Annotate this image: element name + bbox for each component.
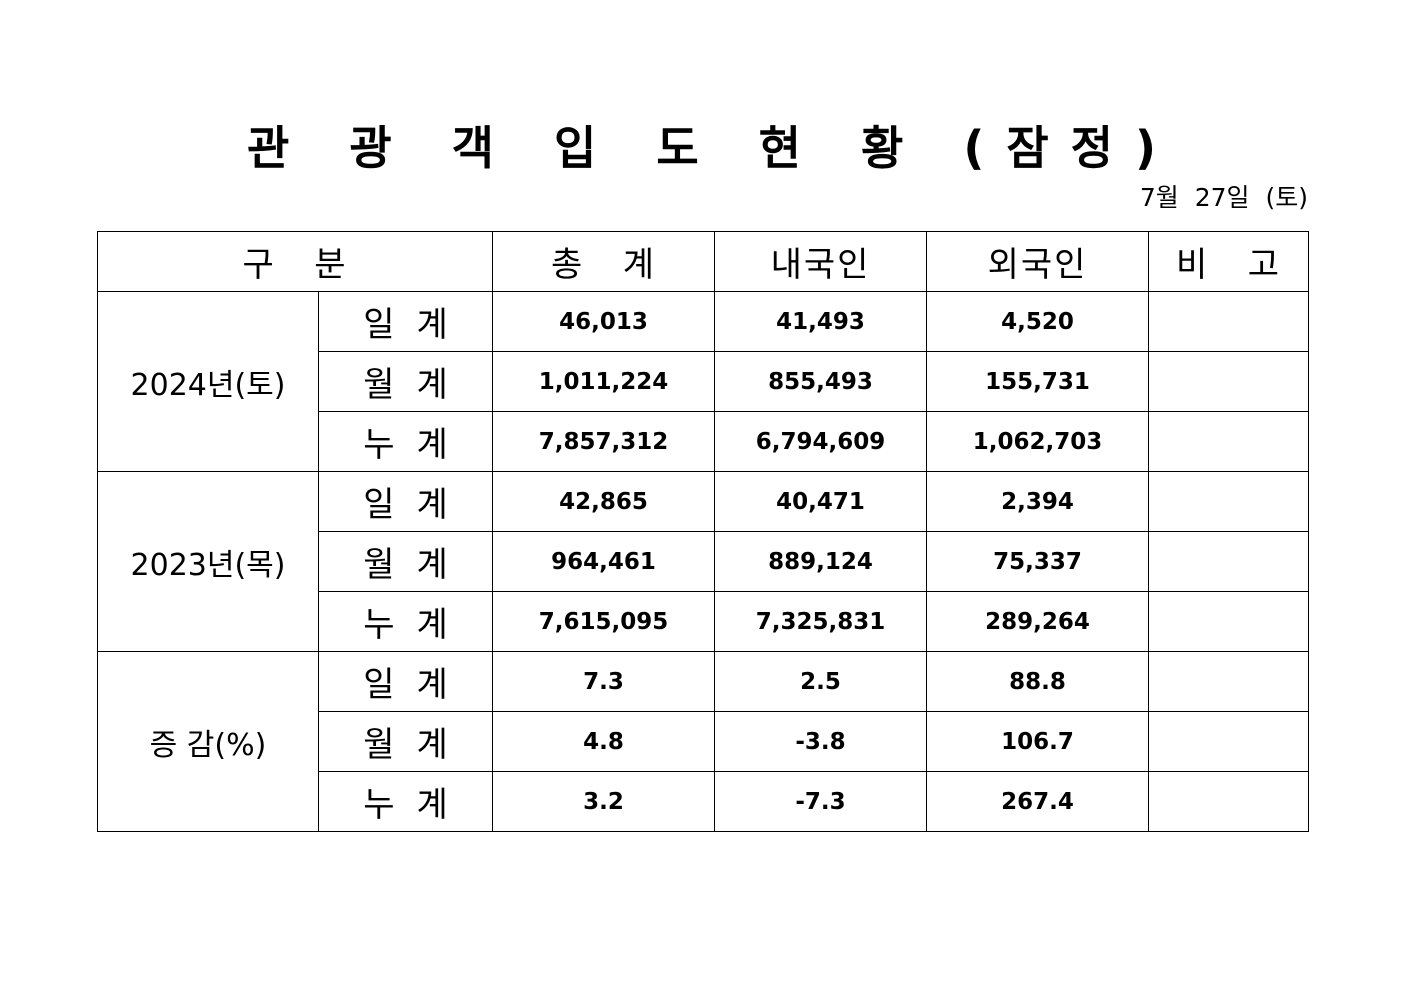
cell-total: 42,865	[492, 471, 715, 532]
cell-note	[1148, 711, 1309, 772]
cell-total: 1,011,224	[492, 351, 715, 412]
cell-domestic: 40,471	[714, 471, 927, 532]
cell-foreign: 1,062,703	[926, 411, 1149, 472]
cell-foreign: 75,337	[926, 531, 1149, 592]
cell-domestic: 889,124	[714, 531, 927, 592]
header-total: 총 계	[492, 231, 715, 292]
row-type: 일계	[318, 471, 493, 532]
header-row: 구 분 총 계 내국인 외국인 비 고	[97, 231, 1309, 292]
cell-domestic: -7.3	[714, 771, 927, 832]
row-type: 누계	[318, 591, 493, 652]
table-row: 누계 3.2 -7.3 267.4	[98, 771, 1309, 832]
row-type: 누계	[318, 411, 493, 472]
cell-foreign: 289,264	[926, 591, 1149, 652]
cell-note	[1148, 351, 1309, 412]
header-note: 비 고	[1148, 231, 1309, 292]
cell-note	[1148, 471, 1309, 532]
report-date: 7월 27일 (토)	[1139, 183, 1308, 212]
cell-note	[1148, 591, 1309, 652]
cell-total: 7,615,095	[492, 591, 715, 652]
cell-total: 46,013	[492, 291, 715, 352]
table-row: 누계 7,615,095 7,325,831 289,264	[98, 591, 1309, 652]
cell-note	[1148, 531, 1309, 592]
cell-foreign: 4,520	[926, 291, 1149, 352]
cell-domestic: 2.5	[714, 651, 927, 712]
row-type: 일계	[318, 651, 493, 712]
cell-note	[1148, 771, 1309, 832]
cell-foreign: 267.4	[926, 771, 1149, 832]
table-row: 월계 964,461 889,124 75,337	[98, 531, 1309, 592]
group-label: 2023년(목)	[97, 471, 319, 652]
cell-total: 3.2	[492, 771, 715, 832]
cell-note	[1148, 291, 1309, 352]
header-foreign: 외국인	[926, 231, 1149, 292]
page-title: 관 광 객 입 도 현 황 (잠정)	[246, 121, 1179, 175]
cell-domestic: -3.8	[714, 711, 927, 772]
cell-note	[1148, 411, 1309, 472]
table-row: 증 감(%) 일계 7.3 2.5 88.8	[97, 651, 1309, 832]
table-row: 누계 7,857,312 6,794,609 1,062,703	[98, 411, 1309, 472]
table-row: 2024년(토) 일계 46,013 41,493 4,520	[97, 291, 1309, 472]
cell-total: 4.8	[492, 711, 715, 772]
cell-domestic: 41,493	[714, 291, 927, 352]
header-category: 구 분	[97, 231, 493, 292]
cell-domestic: 7,325,831	[714, 591, 927, 652]
cell-foreign: 88.8	[926, 651, 1149, 712]
row-type: 월계	[318, 351, 493, 412]
table-row: 월계 4.8 -3.8 106.7	[98, 711, 1309, 772]
cell-foreign: 155,731	[926, 351, 1149, 412]
header-domestic: 내국인	[714, 231, 927, 292]
row-type: 월계	[318, 711, 493, 772]
row-type: 일계	[318, 291, 493, 352]
cell-total: 7,857,312	[492, 411, 715, 472]
group-label: 증 감(%)	[97, 651, 319, 832]
cell-domestic: 6,794,609	[714, 411, 927, 472]
cell-note	[1148, 651, 1309, 712]
cell-total: 7.3	[492, 651, 715, 712]
row-type: 누계	[318, 771, 493, 832]
cell-foreign: 2,394	[926, 471, 1149, 532]
cell-domestic: 855,493	[714, 351, 927, 412]
cell-total: 964,461	[492, 531, 715, 592]
table-row: 2023년(목) 일계 42,865 40,471 2,394	[97, 471, 1309, 652]
tourist-arrivals-table: 구 분 총 계 내국인 외국인 비 고 2024년(토) 일계 46,013 41,4…	[97, 231, 1309, 832]
cell-foreign: 106.7	[926, 711, 1149, 772]
row-type: 월계	[318, 531, 493, 592]
group-label: 2024년(토)	[97, 291, 319, 472]
